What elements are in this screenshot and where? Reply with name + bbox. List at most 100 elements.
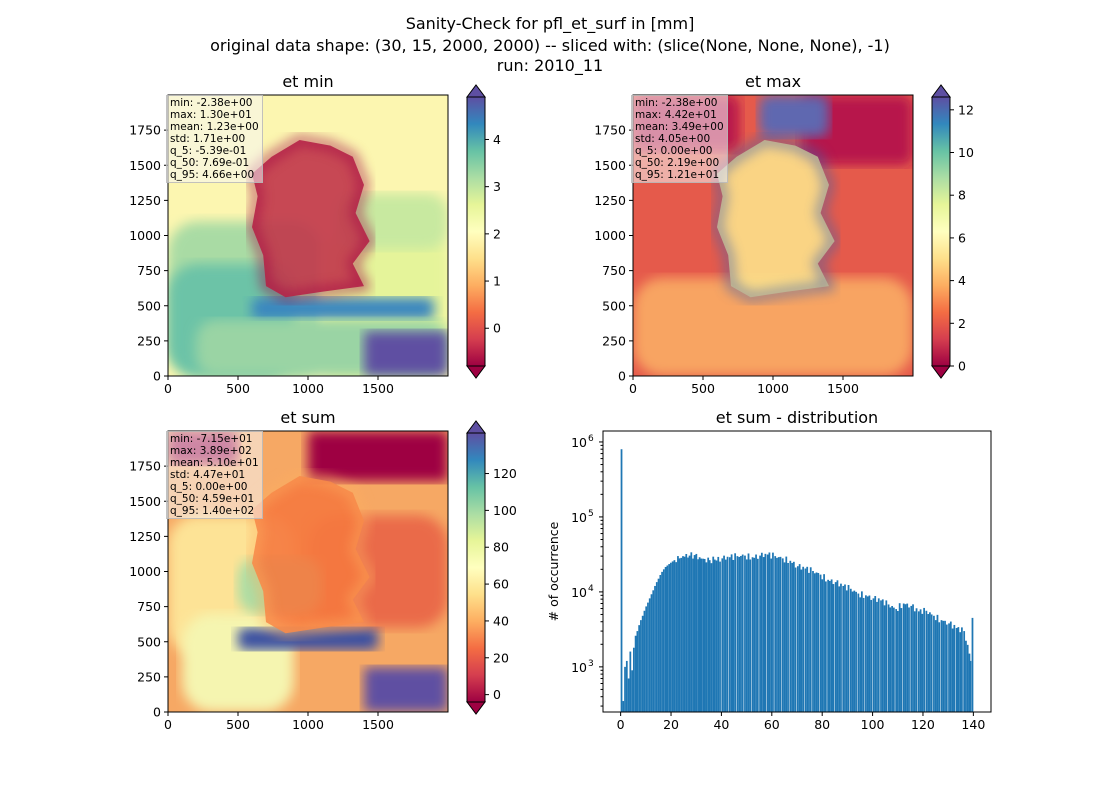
y-tick-label: 10	[571, 585, 587, 600]
y-tick-label: 1750	[129, 459, 161, 474]
x-tick-label: 0	[629, 381, 637, 396]
histogram-bar	[721, 558, 724, 712]
colorbar: 0 20 40 60 80 100 120	[466, 420, 517, 715]
histogram-bar	[620, 449, 623, 712]
histogram-bar	[862, 597, 865, 712]
histogram-bar	[817, 572, 820, 712]
histogram-bar	[851, 591, 854, 712]
axes-frame	[602, 430, 992, 713]
histogram-bar	[866, 596, 869, 712]
stats-line: std: 4.05e+00	[635, 133, 711, 145]
x-tick-label: 500	[226, 717, 250, 732]
histogram-bar	[688, 555, 691, 712]
histogram-bar	[904, 604, 907, 712]
heatmap-region	[759, 95, 829, 138]
histogram-bar	[629, 651, 632, 712]
y-tick-exponent: 5	[588, 509, 594, 519]
histogram-bar	[940, 620, 943, 712]
histogram-bar	[723, 555, 725, 712]
histogram-bar	[690, 552, 693, 712]
x-tick-label: 0	[164, 381, 172, 396]
histogram-bar	[783, 562, 786, 712]
heatmap-region	[252, 297, 434, 320]
histogram-bar	[776, 557, 778, 712]
histogram-bar	[872, 598, 875, 712]
histogram-bar	[877, 598, 880, 712]
histogram-bar	[804, 568, 807, 712]
y-tick-label: 1250	[129, 193, 161, 208]
histogram-bar	[857, 593, 860, 712]
histogram-bar	[927, 614, 930, 712]
histogram-bar	[881, 599, 884, 712]
histogram-bar	[675, 562, 678, 712]
histogram-bar	[708, 560, 711, 712]
y-tick-label: 1750	[594, 123, 626, 138]
histogram-bar	[728, 557, 731, 712]
histogram-bar	[895, 609, 898, 712]
histogram-bar	[853, 590, 856, 712]
x-tick-label: 1000	[757, 381, 789, 396]
histogram-bar	[666, 565, 669, 712]
histogram-bar	[787, 562, 789, 712]
histogram-bar	[933, 615, 935, 712]
stats-line: mean: 3.49e+00	[635, 121, 724, 133]
histogram-panel: et sum - distribution 0 20 40 60 80 100 120 140 1…	[546, 408, 992, 732]
histogram-bar	[836, 580, 839, 712]
histogram-bar	[634, 635, 637, 712]
x-tick-label: 1500	[362, 717, 394, 732]
histogram-bar	[955, 627, 958, 712]
histogram-bar	[643, 610, 646, 712]
histogram-bar	[791, 562, 793, 712]
histogram-bar	[908, 607, 910, 712]
histogram-bar	[936, 614, 939, 712]
histogram-bar	[655, 582, 658, 712]
histogram-bar	[652, 590, 655, 712]
histogram-bar	[713, 559, 716, 712]
x-tick-label: 500	[226, 381, 250, 396]
histogram-bar	[664, 566, 667, 712]
y-tick-label: 1000	[129, 564, 161, 579]
histogram-bar	[698, 557, 701, 712]
y-tick-label: 1500	[129, 494, 161, 509]
histogram-bar	[648, 598, 651, 712]
histogram-bar	[636, 631, 639, 712]
colorbar-tick-label: 80	[493, 540, 509, 555]
panel-title: et min	[282, 72, 333, 91]
y-tick-label: 10	[571, 435, 587, 450]
y-tick-label: 10	[571, 660, 587, 675]
histogram-bar	[838, 586, 841, 712]
y-axis-label: # of occurrence	[546, 521, 561, 621]
histogram-bar	[755, 554, 757, 712]
histogram-bar	[640, 620, 642, 712]
histogram-bar	[870, 599, 873, 712]
colorbar: 0 2 4 6 8 10 12	[931, 84, 974, 379]
stats-line: q_50: 2.19e+00	[635, 157, 720, 169]
histogram-bar	[741, 554, 744, 712]
histogram-bar	[919, 609, 922, 712]
stats-line: max: 1.30e+01	[170, 109, 252, 121]
histogram-bar	[779, 556, 782, 712]
heatmap-region	[308, 431, 448, 482]
histogram-bar	[809, 567, 812, 712]
histogram-bar	[687, 557, 689, 712]
histogram-bar	[889, 607, 892, 712]
heatmap-region	[364, 667, 448, 712]
histogram-bar	[622, 701, 625, 712]
stats-line: q_95: 1.40e+02	[170, 505, 255, 517]
histogram-bar	[702, 558, 705, 712]
histogram-bar	[641, 615, 644, 712]
histogram-bar	[849, 588, 852, 712]
histogram-bar	[832, 584, 835, 712]
histogram-bar	[855, 591, 857, 712]
heatmap-country-region	[252, 140, 370, 298]
histogram-bar	[860, 591, 863, 712]
histogram-bar	[949, 621, 952, 712]
histogram-bar	[830, 579, 833, 712]
colorbar-tick-label: 4	[958, 273, 966, 288]
histogram-bar	[654, 585, 656, 712]
histogram-bar	[942, 620, 945, 712]
stats-box-et-min: min: -2.38e+00 max: 1.30e+01 mean: 1.23e+0…	[166, 95, 263, 183]
histogram-bar	[906, 603, 909, 712]
histogram-bar	[768, 552, 771, 712]
